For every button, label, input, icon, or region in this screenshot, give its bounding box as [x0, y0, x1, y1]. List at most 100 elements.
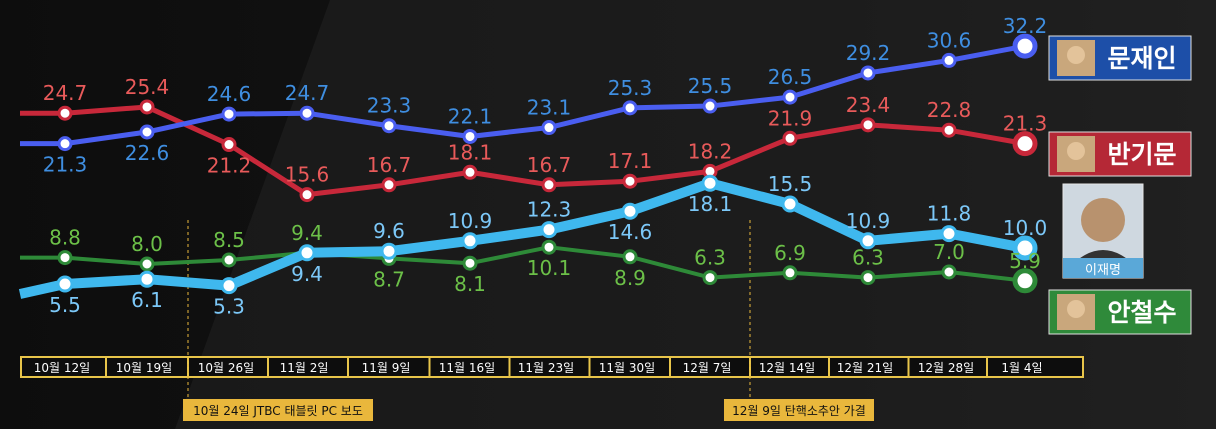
data-label-문재인: 24.6	[207, 82, 252, 106]
data-label-문재인: 23.1	[527, 96, 572, 120]
data-point-이재명	[56, 275, 74, 293]
x-tick-label: 11월 30일	[599, 361, 655, 375]
data-point-이재명	[540, 221, 558, 239]
data-label-안철수: 8.1	[454, 272, 486, 296]
background-diagonal-band	[175, 0, 1216, 429]
legend-label: 안철수	[1107, 298, 1176, 327]
x-tick-label: 11월 9일	[362, 361, 411, 375]
data-point-문재인	[381, 118, 397, 134]
data-label-이재명: 14.6	[608, 220, 653, 244]
data-label-문재인: 32.2	[1003, 14, 1048, 38]
data-label-이재명: 9.4	[291, 262, 323, 286]
series-line-안철수	[20, 245, 1026, 283]
data-label-문재인: 21.3	[43, 153, 88, 177]
event-note-box	[724, 399, 874, 421]
data-label-문재인: 25.5	[688, 74, 733, 98]
data-point-이재명	[701, 174, 719, 192]
data-point-문재인	[541, 120, 557, 136]
data-point-안철수	[622, 249, 638, 265]
data-label-안철수: 8.5	[213, 228, 245, 252]
data-label-반기문: 22.8	[927, 98, 972, 122]
data-point-안철수	[860, 270, 876, 286]
data-point-문재인	[941, 52, 957, 68]
x-tick-label: 10월 12일	[34, 361, 90, 375]
data-point-문재인	[462, 128, 478, 144]
data-label-문재인: 24.7	[285, 81, 330, 105]
data-point-안철수	[57, 250, 73, 266]
data-point-이재명	[859, 232, 877, 250]
data-point-이재명	[380, 242, 398, 260]
legend-item-반기문: 반기문	[1048, 131, 1192, 177]
legend-label: 문재인	[1107, 44, 1176, 73]
data-label-반기문: 23.4	[846, 93, 891, 117]
x-tick-label: 12월 7일	[683, 361, 732, 375]
portrait-face	[1081, 198, 1125, 242]
data-point-안철수	[541, 239, 557, 255]
data-point-안철수	[782, 265, 798, 281]
x-tick-label: 1월 4일	[1001, 361, 1042, 375]
data-label-문재인: 22.6	[125, 141, 170, 165]
data-label-안철수: 7.0	[933, 240, 965, 264]
data-point-문재인	[622, 100, 638, 116]
data-point-안철수	[702, 270, 718, 286]
data-label-반기문: 16.7	[367, 153, 412, 177]
data-label-문재인: 22.1	[448, 104, 493, 128]
data-label-안철수: 6.3	[852, 246, 884, 270]
data-point-안철수	[462, 255, 478, 271]
data-label-반기문: 15.6	[285, 163, 330, 187]
data-label-문재인: 26.5	[768, 65, 813, 89]
data-label-안철수: 6.3	[694, 246, 726, 270]
data-point-이재명	[220, 277, 238, 295]
data-label-이재명: 9.6	[373, 219, 405, 243]
data-point-문재인	[702, 98, 718, 114]
x-tick-label: 10월 19일	[116, 361, 172, 375]
data-label-문재인: 25.3	[608, 76, 653, 100]
legend-name-box	[1063, 258, 1143, 278]
data-point-반기문	[299, 187, 315, 203]
data-label-반기문: 21.9	[768, 106, 813, 130]
data-point-안철수	[941, 264, 957, 280]
data-point-이재명	[940, 225, 958, 243]
data-label-반기문: 21.2	[207, 154, 252, 178]
data-point-문재인	[57, 136, 73, 152]
data-label-반기문: 18.2	[688, 139, 733, 163]
data-label-이재명: 10.0	[1003, 216, 1048, 240]
data-label-안철수: 8.7	[373, 267, 405, 291]
event-note-box	[183, 399, 373, 421]
data-point-문재인	[1012, 33, 1038, 59]
legend-item-안철수: 안철수	[1048, 289, 1192, 335]
event-note-text: 10월 24일 JTBC 태블릿 PC 보도	[193, 404, 363, 418]
data-label-이재명: 18.1	[688, 192, 733, 216]
x-axis-band	[22, 358, 1082, 376]
data-point-이재명	[298, 244, 316, 262]
series-line-이재명	[18, 178, 1026, 299]
data-label-이재명: 15.5	[768, 172, 813, 196]
x-tick-label: 12월 28일	[918, 361, 974, 375]
data-point-이재명	[461, 232, 479, 250]
data-point-문재인	[299, 105, 315, 121]
event-note-text: 12월 9일 탄핵소추안 가결	[732, 404, 866, 418]
data-point-반기문	[782, 130, 798, 146]
x-tick-label: 12월 14일	[759, 361, 815, 375]
data-label-반기문: 18.1	[448, 140, 493, 164]
data-label-반기문: 25.4	[125, 75, 170, 99]
data-point-이재명	[621, 202, 639, 220]
data-label-문재인: 30.6	[927, 28, 972, 52]
data-point-문재인	[782, 89, 798, 105]
data-point-반기문	[541, 177, 557, 193]
portrait-face	[1067, 142, 1085, 160]
legend-label: 이재명	[1085, 263, 1121, 278]
data-label-안철수: 8.8	[49, 226, 81, 250]
x-tick-label: 12월 21일	[837, 361, 893, 375]
x-tick-label: 11월 2일	[280, 361, 329, 375]
data-label-이재명: 5.5	[49, 293, 81, 317]
data-point-반기문	[221, 137, 237, 153]
x-tick-label: 11월 16일	[439, 361, 495, 375]
data-point-이재명	[1012, 235, 1038, 261]
portrait-face	[1067, 300, 1085, 318]
data-point-반기문	[1012, 131, 1038, 157]
data-label-문재인: 29.2	[846, 41, 891, 65]
data-point-안철수	[139, 256, 155, 272]
